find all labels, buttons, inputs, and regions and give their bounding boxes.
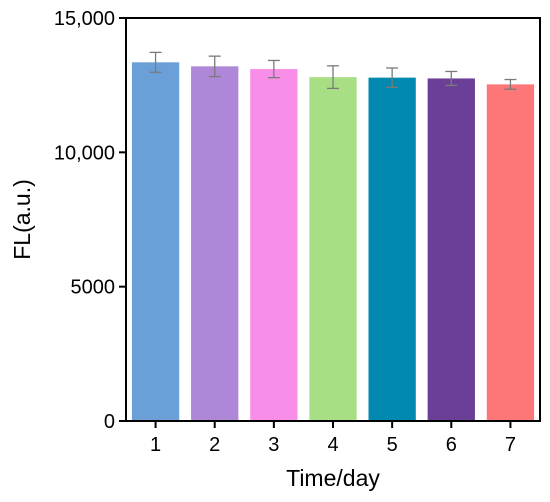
x-tick-label-5: 5 <box>387 434 398 456</box>
error-bar-day-1 <box>149 51 162 73</box>
error-bars-layer <box>149 51 517 90</box>
error-bar-day-2 <box>208 55 221 78</box>
error-bar-day-6 <box>445 70 458 87</box>
bar-day-6 <box>427 78 475 421</box>
error-bar-day-4 <box>327 65 339 90</box>
bar-day-2 <box>191 66 239 422</box>
bar-day-5 <box>368 77 416 421</box>
x-tick-label-2: 2 <box>209 434 220 456</box>
x-tick-label-3: 3 <box>268 434 279 456</box>
x-tick-label-6: 6 <box>446 434 457 456</box>
y-tick-label-10000: 10,000 <box>54 142 115 164</box>
error-bar-day-3 <box>267 59 280 79</box>
x-axis: 1 2 3 4 5 6 7 <box>150 421 516 456</box>
y-axis: 0 5000 10,000 15,000 <box>54 8 126 433</box>
x-tick-label-4: 4 <box>327 434 338 456</box>
y-tick-label-0: 0 <box>104 411 115 433</box>
bar-day-7 <box>486 84 535 422</box>
y-tick-label-15000: 15,000 <box>54 8 115 30</box>
x-axis-title: Time/day <box>286 465 380 491</box>
y-axis-title: FL(a.u.) <box>9 179 35 260</box>
bar-day-1 <box>131 62 180 421</box>
x-tick-label-7: 7 <box>505 434 516 456</box>
error-bar-day-5 <box>386 67 399 88</box>
x-tick-label-1: 1 <box>150 434 161 456</box>
bar-day-4 <box>309 77 357 422</box>
error-bar-day-7 <box>504 78 517 90</box>
y-tick-label-5000: 5000 <box>71 277 116 299</box>
bars-layer <box>131 62 535 422</box>
bar-day-3 <box>250 69 298 422</box>
